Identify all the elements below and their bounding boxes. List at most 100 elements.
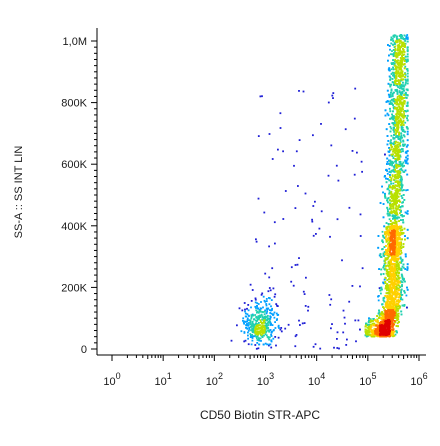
event-point bbox=[398, 108, 401, 111]
event-point bbox=[250, 314, 253, 316]
event-point bbox=[393, 52, 396, 54]
event-point bbox=[390, 332, 392, 335]
event-point bbox=[393, 260, 396, 263]
event-point bbox=[386, 169, 388, 172]
event-point bbox=[269, 312, 272, 314]
event-point bbox=[402, 221, 405, 224]
event-point bbox=[399, 71, 402, 74]
event-point bbox=[359, 235, 362, 237]
event-point bbox=[389, 237, 392, 240]
event-point bbox=[250, 324, 253, 326]
event-point bbox=[250, 343, 253, 346]
event-point bbox=[384, 287, 387, 290]
event-point bbox=[391, 222, 393, 225]
event-point bbox=[402, 161, 405, 164]
event-point bbox=[404, 58, 407, 61]
event-point bbox=[390, 277, 392, 280]
event-point bbox=[397, 230, 399, 233]
event-point bbox=[327, 174, 330, 177]
event-point bbox=[255, 347, 258, 350]
event-point bbox=[384, 259, 387, 261]
event-point bbox=[393, 307, 396, 310]
event-point bbox=[395, 284, 398, 286]
event-point bbox=[265, 303, 268, 305]
event-point bbox=[386, 300, 389, 302]
event-point bbox=[402, 54, 404, 56]
event-point bbox=[262, 324, 265, 327]
event-point bbox=[248, 319, 251, 322]
event-point bbox=[247, 343, 250, 346]
event-point bbox=[390, 307, 392, 309]
event-point bbox=[389, 297, 392, 299]
event-point bbox=[400, 247, 403, 250]
event-point bbox=[383, 255, 385, 257]
event-point bbox=[406, 237, 409, 240]
event-point bbox=[344, 322, 346, 325]
event-point bbox=[398, 161, 401, 163]
event-point bbox=[401, 205, 404, 208]
event-point bbox=[268, 245, 270, 248]
event-point bbox=[280, 330, 283, 333]
event-point bbox=[401, 285, 403, 288]
event-point bbox=[394, 116, 397, 118]
event-point bbox=[403, 72, 406, 75]
event-point bbox=[400, 294, 402, 296]
event-point bbox=[267, 290, 270, 293]
event-point bbox=[387, 82, 390, 85]
event-point bbox=[392, 334, 395, 337]
event-point bbox=[262, 331, 265, 334]
event-point bbox=[245, 326, 248, 329]
event-point bbox=[396, 247, 398, 250]
event-point bbox=[403, 110, 405, 113]
event-point bbox=[398, 42, 401, 45]
event-point bbox=[386, 143, 389, 146]
event-point bbox=[257, 326, 260, 329]
event-point bbox=[390, 226, 393, 229]
event-point bbox=[389, 163, 391, 166]
event-point bbox=[397, 182, 399, 185]
event-point bbox=[256, 311, 258, 314]
event-point bbox=[307, 305, 310, 308]
event-point bbox=[249, 336, 252, 338]
event-point bbox=[383, 300, 386, 303]
event-point bbox=[395, 60, 398, 62]
event-point bbox=[252, 330, 255, 332]
event-point bbox=[391, 303, 394, 306]
event-point bbox=[401, 126, 404, 129]
event-point bbox=[386, 258, 389, 261]
event-point bbox=[268, 330, 270, 333]
event-point bbox=[394, 71, 397, 74]
event-point bbox=[393, 267, 396, 270]
event-point bbox=[252, 325, 254, 327]
event-point bbox=[394, 259, 397, 262]
event-point bbox=[391, 238, 393, 241]
event-point bbox=[399, 107, 402, 110]
event-point bbox=[386, 112, 389, 115]
event-point bbox=[390, 91, 392, 94]
event-point bbox=[400, 273, 403, 276]
event-point bbox=[393, 263, 396, 265]
event-point bbox=[399, 114, 402, 117]
event-point bbox=[382, 312, 385, 315]
event-point bbox=[398, 242, 401, 244]
event-point bbox=[389, 117, 391, 120]
event-point bbox=[394, 272, 397, 275]
event-point bbox=[382, 216, 385, 219]
event-point bbox=[402, 57, 404, 59]
event-point bbox=[386, 229, 389, 232]
event-point bbox=[390, 148, 393, 151]
event-point bbox=[399, 84, 401, 87]
event-point bbox=[404, 253, 407, 256]
event-point bbox=[390, 134, 393, 137]
event-point bbox=[402, 279, 405, 282]
event-point bbox=[266, 310, 268, 313]
event-point bbox=[406, 102, 409, 105]
event-point bbox=[390, 98, 393, 101]
event-point bbox=[258, 322, 260, 324]
event-point bbox=[401, 115, 403, 117]
event-point bbox=[353, 173, 356, 176]
event-point bbox=[389, 309, 391, 312]
event-point bbox=[405, 294, 408, 297]
event-point bbox=[257, 311, 260, 314]
event-point bbox=[338, 347, 340, 350]
